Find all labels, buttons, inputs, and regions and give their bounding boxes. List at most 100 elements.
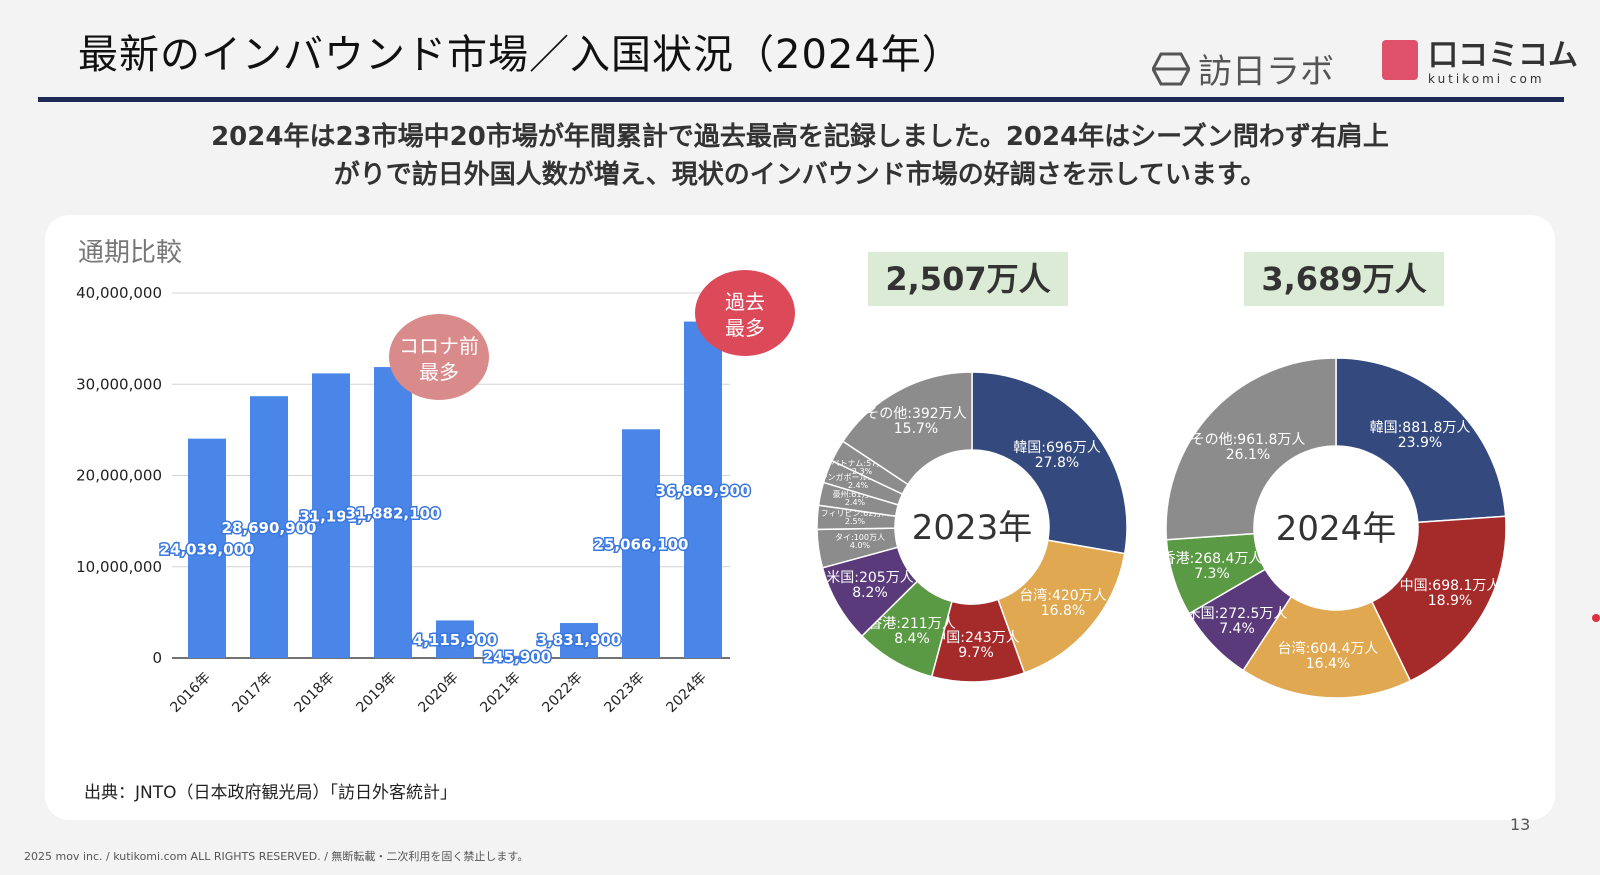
bar-data-label: 4,115,900	[413, 631, 497, 649]
x-tick-label: 2019年	[353, 670, 399, 716]
pie-slice-label: その他:961.8万人	[1191, 432, 1306, 448]
total-2024-label: 3,689万人	[1244, 252, 1444, 306]
pie-slice-label: 米国:205万人	[826, 570, 913, 586]
pie-slice-pct: 2.4%	[848, 481, 869, 490]
pie-slice-pct: 2.3%	[852, 467, 873, 476]
pie-slice-label: ベトナム:57万人	[832, 459, 893, 468]
pie-slice-pct: 7.3%	[1194, 566, 1230, 582]
pie-center-label: 2023年	[912, 508, 1033, 548]
pie-slice-pct: 7.4%	[1219, 621, 1255, 637]
bar-data-label: 24,039,000	[160, 540, 255, 558]
annotation-text: 最多	[419, 360, 459, 384]
page-title: 最新のインバウンド市場／入国状況（2024年）	[78, 32, 963, 78]
bar-data-label: 28,690,900	[222, 519, 317, 537]
pie-slice-pct: 2.5%	[845, 517, 866, 526]
pie-slice-label: 韓国:881.8万人	[1370, 420, 1471, 436]
y-tick-label: 10,000,000	[76, 558, 162, 576]
pie-slice-label: 豪州:61万人	[833, 489, 878, 499]
pie-slice-label: フィリピン:62万人	[821, 509, 890, 518]
bar	[684, 321, 722, 658]
pie-slice-label: 中国:243万人	[932, 630, 1019, 646]
logo1-text: 訪日ラボ	[1198, 52, 1334, 92]
lead-text: 2024年は23市場中20市場が年間累計で過去最高を記録しました。2024年はシ…	[60, 118, 1540, 194]
annotation-text: コロナ前	[399, 334, 479, 358]
bar	[250, 396, 288, 658]
pie-slice-label: 米国:272.5万人	[1187, 606, 1288, 622]
pie-slice-pct: 2.4%	[845, 498, 866, 507]
bar-data-label: 36,869,900	[656, 482, 751, 500]
bar-chart-title: 通期比較	[78, 238, 183, 268]
total-2023-label: 2,507万人	[868, 252, 1068, 306]
annotation-text: 最多	[725, 316, 765, 340]
red-dot	[1592, 614, 1600, 622]
x-tick-label: 2016年	[167, 670, 213, 716]
pie-slice-pct: 8.4%	[894, 631, 930, 647]
lead-line-2: がりで訪日外国人数が増え、現状のインバウンド市場の好調さを示しています。	[333, 160, 1267, 190]
x-tick-label: 2018年	[291, 670, 337, 716]
pie-slice	[971, 371, 1128, 555]
pie-slice-label: タイ:100万人	[835, 533, 885, 542]
logo2-subtext: kutikomi com	[1428, 72, 1545, 86]
pie-slice-pct: 23.9%	[1398, 435, 1442, 451]
annotation-badge	[389, 314, 489, 400]
page-number: 13	[1510, 815, 1531, 834]
bar-data-label: 25,066,100	[594, 536, 689, 554]
bar	[498, 655, 536, 658]
x-tick-label: 2017年	[229, 670, 275, 716]
pie-slice-pct: 26.1%	[1226, 447, 1270, 463]
source-note: 出典：JNTO（日本政府観光局）「訪日外客統計」	[84, 783, 457, 803]
bar	[622, 429, 660, 658]
pie-slice-pct: 4.0%	[850, 541, 871, 550]
x-tick-label: 2023年	[601, 670, 647, 716]
lead-line-1: 2024年は23市場中20市場が年間累計で過去最高を記録しました。2024年はシ…	[211, 122, 1389, 152]
bar	[374, 367, 412, 658]
pie-center-label: 2024年	[1276, 509, 1397, 549]
x-tick-label: 2020年	[415, 670, 461, 716]
chart-card	[45, 215, 1555, 820]
annotation-badge	[695, 270, 795, 356]
pie-slice	[1165, 357, 1337, 541]
bar	[312, 373, 350, 658]
pie-slice-pct: 16.4%	[1306, 656, 1350, 672]
bar	[436, 620, 474, 658]
logo2-text: 口コミコム	[1428, 38, 1578, 73]
pie-slice	[1335, 357, 1507, 524]
houjin-lab-logo: 訪日ラボ	[1152, 44, 1334, 93]
bar-data-label: 31,191,	[299, 508, 363, 526]
pie-slice-pct: 18.9%	[1428, 593, 1472, 609]
y-tick-label: 0	[152, 649, 162, 667]
pie-slice-label: 中国:698.1万人	[1400, 578, 1501, 594]
pie-slice-label: その他:392万人	[865, 406, 966, 422]
y-tick-label: 30,000,000	[76, 375, 162, 393]
pie-slice-label: 韓国:696万人	[1013, 440, 1100, 456]
y-tick-label: 40,000,000	[76, 284, 162, 302]
pie-slice	[841, 371, 973, 486]
pie-slice-pct: 8.2%	[852, 585, 888, 601]
bar-data-label: 245,900	[483, 648, 551, 666]
pie-slice-pct: 9.7%	[958, 645, 994, 661]
pie-slice-label: 香港:268.4万人	[1162, 551, 1263, 567]
hexagon-icon	[1152, 52, 1190, 85]
title-rule	[38, 97, 1564, 102]
pie-slice	[1242, 595, 1412, 699]
bar	[188, 438, 226, 658]
x-tick-label: 2022年	[539, 670, 585, 716]
speech-bubble-icon	[1382, 40, 1418, 80]
annotation-text: 過去	[725, 290, 765, 314]
pie-slice	[1370, 515, 1507, 682]
pie-slice-label: シンガポール:59万人	[820, 472, 897, 482]
pie-slice-pct: 16.8%	[1041, 603, 1085, 619]
kutikomi-logo: 口コミコム kutikomi com	[1382, 40, 1578, 86]
x-tick-label: 2024年	[663, 670, 709, 716]
pie-slice-pct: 27.8%	[1035, 455, 1079, 471]
y-tick-label: 20,000,000	[76, 467, 162, 485]
bar-data-label: 3,831,900	[537, 631, 621, 649]
copyright-footer: 2025 mov inc. / kutikomi.com ALL RIGHTS …	[24, 850, 529, 863]
pie-slice-label: 台湾:420万人	[1019, 587, 1106, 604]
x-tick-label: 2021年	[477, 670, 523, 716]
pie-slice-label: 台湾:604.4万人	[1278, 640, 1379, 657]
pie-slice-pct: 15.7%	[894, 421, 938, 437]
pie-slice-label: 香港:211万人	[868, 616, 955, 632]
bar-data-label: 31,882,100	[346, 505, 441, 523]
